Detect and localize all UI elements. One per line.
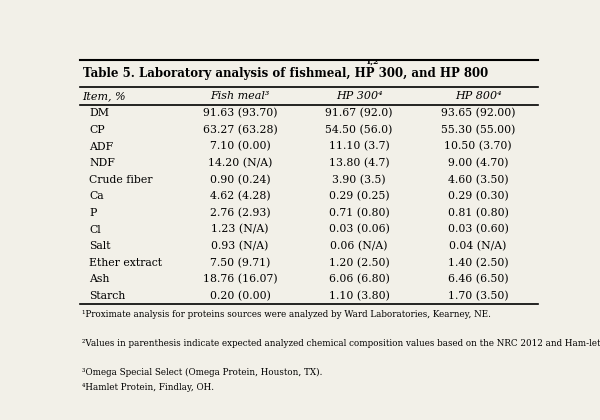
Text: 91.63 (93.70): 91.63 (93.70) [203,108,277,118]
Text: 14.20 (N/A): 14.20 (N/A) [208,158,272,168]
Text: 9.00 (4.70): 9.00 (4.70) [448,158,508,168]
Text: Table 5. Laboratory analysis of fishmeal, HP 300, and HP 800: Table 5. Laboratory analysis of fishmeal… [83,67,488,80]
Text: 1.10 (3.80): 1.10 (3.80) [329,291,389,301]
Text: ⁴Hamlet Protein, Findlay, OH.: ⁴Hamlet Protein, Findlay, OH. [82,383,214,392]
Text: 0.93 (N/A): 0.93 (N/A) [211,241,269,251]
Text: 0.06 (N/A): 0.06 (N/A) [330,241,388,251]
Text: 91.67 (92.0): 91.67 (92.0) [325,108,393,118]
Text: 1.70 (3.50): 1.70 (3.50) [448,291,508,301]
Text: HP 300⁴: HP 300⁴ [336,91,382,101]
Text: 6.46 (6.50): 6.46 (6.50) [448,274,508,284]
Text: HP 800⁴: HP 800⁴ [455,91,502,101]
Text: 4.60 (3.50): 4.60 (3.50) [448,175,508,185]
Text: Ether extract: Ether extract [89,258,162,268]
Text: 0.29 (0.30): 0.29 (0.30) [448,191,509,202]
Text: 63.27 (63.28): 63.27 (63.28) [203,125,277,135]
Text: 11.10 (3.7): 11.10 (3.7) [329,142,389,152]
Text: Fish meal³: Fish meal³ [210,91,269,101]
Text: 3.90 (3.5): 3.90 (3.5) [332,175,386,185]
Text: 7.50 (9.71): 7.50 (9.71) [210,257,270,268]
Text: P: P [89,208,97,218]
Text: ²Values in parenthesis indicate expected analyzed chemical composition values ba: ²Values in parenthesis indicate expected… [82,339,600,348]
Text: 1.20 (2.50): 1.20 (2.50) [329,257,389,268]
Text: CP: CP [89,125,104,135]
Text: 7.10 (0.00): 7.10 (0.00) [209,142,271,152]
Text: 0.20 (0.00): 0.20 (0.00) [209,291,271,301]
Text: Salt: Salt [89,241,110,251]
Text: 1,2: 1,2 [365,58,378,66]
Text: 10.50 (3.70): 10.50 (3.70) [445,142,512,152]
Text: 0.71 (0.80): 0.71 (0.80) [329,208,389,218]
Text: Cl: Cl [89,225,101,234]
Text: 54.50 (56.0): 54.50 (56.0) [325,125,393,135]
Text: 1.40 (2.50): 1.40 (2.50) [448,257,508,268]
Text: Crude fiber: Crude fiber [89,175,152,185]
Text: 0.90 (0.24): 0.90 (0.24) [209,175,270,185]
Text: 0.04 (N/A): 0.04 (N/A) [449,241,507,251]
Text: 0.03 (0.06): 0.03 (0.06) [329,224,389,235]
Text: NDF: NDF [89,158,115,168]
Text: 0.29 (0.25): 0.29 (0.25) [329,191,389,202]
Text: 0.03 (0.60): 0.03 (0.60) [448,224,509,235]
Text: ADF: ADF [89,142,113,152]
Text: 18.76 (16.07): 18.76 (16.07) [203,274,277,284]
Text: DM: DM [89,108,109,118]
Text: 2.76 (2.93): 2.76 (2.93) [209,208,270,218]
Text: ³Omega Special Select (Omega Protein, Houston, TX).: ³Omega Special Select (Omega Protein, Ho… [82,368,323,377]
Text: Starch: Starch [89,291,125,301]
Text: Item, %: Item, % [82,91,126,101]
Text: 6.06 (6.80): 6.06 (6.80) [329,274,389,284]
Text: 93.65 (92.00): 93.65 (92.00) [441,108,515,118]
Text: Ash: Ash [89,274,109,284]
Text: ¹Proximate analysis for proteins sources were analyzed by Ward Laboratories, Kea: ¹Proximate analysis for proteins sources… [82,310,491,319]
Text: 1.23 (N/A): 1.23 (N/A) [211,224,269,235]
Text: Ca: Ca [89,192,104,201]
Text: 55.30 (55.00): 55.30 (55.00) [441,125,515,135]
Text: 13.80 (4.7): 13.80 (4.7) [329,158,389,168]
Text: 0.81 (0.80): 0.81 (0.80) [448,208,509,218]
Text: 4.62 (4.28): 4.62 (4.28) [209,191,270,202]
